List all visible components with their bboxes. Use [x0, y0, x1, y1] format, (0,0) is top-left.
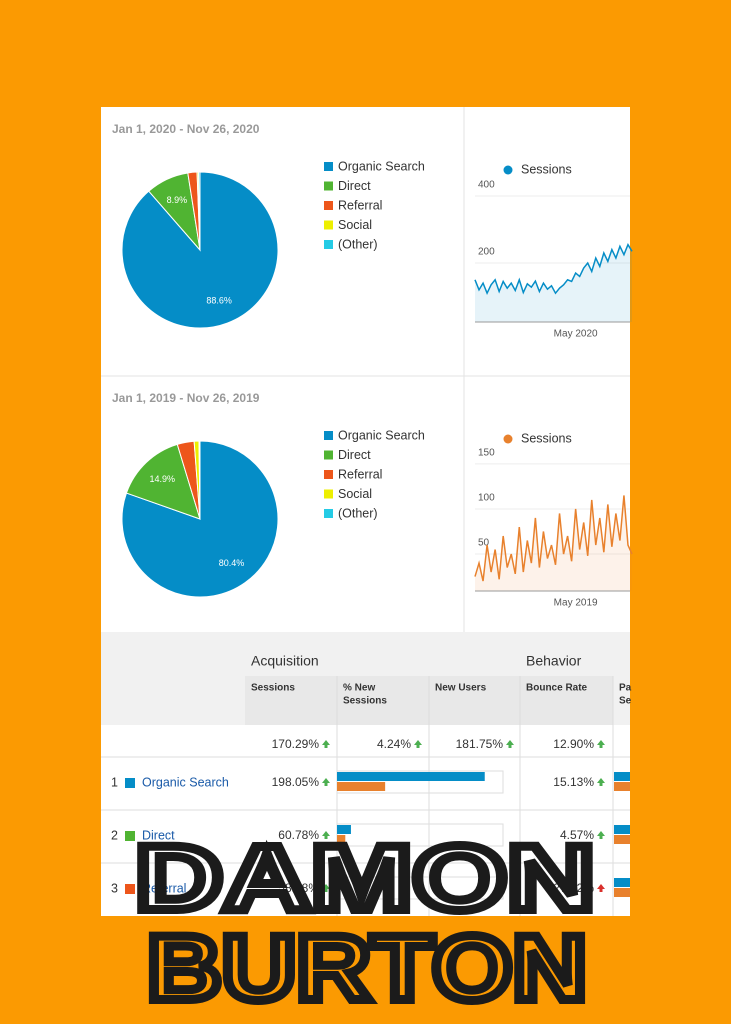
row-swatch — [125, 831, 135, 841]
column-header: New Users — [435, 683, 487, 694]
group-header: Behavior — [526, 653, 582, 669]
legend-swatch — [324, 509, 333, 518]
legend-swatch — [324, 201, 333, 210]
compare-bar — [337, 782, 386, 791]
trend-arrow — [597, 831, 605, 839]
compare-bar — [337, 888, 339, 897]
column-header: Se — [619, 696, 632, 707]
legend-label: Referral — [338, 198, 382, 212]
legend-swatch — [324, 470, 333, 479]
column-header: Sessions — [343, 696, 387, 707]
pie-slice — [198, 440, 201, 520]
legend-swatch — [324, 181, 333, 191]
slice-label: 14.9% — [149, 474, 175, 484]
legend-label: Direct — [338, 179, 371, 193]
row-rank: 1 — [111, 775, 118, 789]
legend-swatch — [324, 489, 333, 499]
total-value: 4.24% — [377, 737, 411, 751]
legend-dot — [503, 434, 513, 444]
trend-arrow — [597, 778, 605, 786]
legend-label: Sessions — [521, 162, 572, 176]
legend-label: (Other) — [338, 237, 378, 251]
compare-bar — [337, 772, 485, 781]
row-name: Direct — [142, 828, 175, 842]
legend-swatch — [324, 162, 333, 171]
pie-slice — [198, 171, 201, 251]
legend-swatch — [324, 220, 333, 230]
sessions-value: 58.78% — [278, 881, 319, 895]
pie-slice — [125, 443, 201, 520]
cut-bar — [614, 825, 630, 834]
legend-label: Social — [338, 218, 372, 232]
x-tick-label: May 2020 — [554, 329, 598, 340]
row-name: Organic Search — [142, 775, 229, 789]
compare-bar — [337, 878, 340, 887]
legend-swatch — [324, 240, 333, 249]
cut-bar — [614, 835, 630, 844]
total-value: 170.29% — [272, 737, 320, 751]
trend-arrow — [506, 740, 514, 748]
cut-bar — [614, 782, 630, 791]
bounce-value: 15.13% — [553, 775, 594, 789]
row-rank: 3 — [111, 881, 118, 895]
row-swatch — [125, 778, 135, 788]
date-range: Jan 1, 2020 - Nov 26, 2020 — [112, 122, 260, 136]
x-tick-label: May 2019 — [554, 598, 598, 609]
cut-bar — [614, 878, 630, 887]
logo-line: BURTON — [147, 917, 587, 1019]
row-rank: 2 — [111, 828, 118, 842]
legend-label: Referral — [338, 467, 382, 481]
line — [474, 495, 633, 582]
row-name: Referral — [142, 881, 186, 895]
legend-label: Direct — [338, 448, 371, 462]
row-swatch — [125, 884, 135, 894]
legend-dot — [503, 165, 513, 175]
sessions-value: 60.78% — [278, 828, 319, 842]
sessions-value: 198.05% — [272, 775, 320, 789]
legend-swatch — [324, 450, 333, 460]
y-tick-label: 50 — [478, 538, 490, 549]
y-tick-label: 100 — [478, 493, 495, 504]
total-value: 181.75% — [456, 737, 504, 751]
trend-arrow — [322, 831, 330, 839]
legend-label: Sessions — [521, 431, 572, 445]
legend-swatch — [324, 431, 333, 440]
trend-arrow — [597, 884, 605, 892]
cut-bar — [614, 772, 630, 781]
legend-label: Social — [338, 487, 372, 501]
column-header: Sessions — [251, 683, 295, 694]
trend-arrow — [414, 740, 422, 748]
slice-label: 8.9% — [167, 195, 188, 205]
y-tick-label: 400 — [478, 180, 495, 191]
cut-bar — [614, 888, 630, 897]
legend-label: (Other) — [338, 506, 378, 520]
bounce-value: 27.02% — [553, 881, 594, 895]
trend-arrow — [322, 778, 330, 786]
content: Jan 1, 2020 - Nov 26, 2020 88.6% Organic S… — [101, 122, 633, 1024]
total-value: 12.90% — [553, 737, 594, 751]
column-header: Pa — [619, 683, 632, 694]
slice-label: 88.6% — [206, 296, 232, 306]
column-header: % New — [343, 683, 375, 694]
legend-label: Organic Search — [338, 428, 425, 442]
trend-arrow — [322, 740, 330, 748]
bounce-value: 4.57% — [560, 828, 594, 842]
column-header: Bounce Rate — [526, 683, 588, 694]
area — [475, 244, 632, 322]
logo-line: DAMON — [135, 827, 595, 929]
y-tick-label: 150 — [478, 448, 495, 459]
line — [474, 242, 633, 296]
y-tick-label: 200 — [478, 247, 495, 258]
group-header: Acquisition — [251, 653, 319, 669]
date-range: Jan 1, 2019 - Nov 26, 2019 — [112, 391, 260, 405]
slice-label: 80.4% — [219, 558, 245, 568]
compare-bar — [337, 825, 351, 834]
compare-bar — [337, 835, 346, 844]
legend-label: Organic Search — [338, 159, 425, 173]
trend-arrow — [322, 884, 330, 892]
trend-arrow — [597, 740, 605, 748]
